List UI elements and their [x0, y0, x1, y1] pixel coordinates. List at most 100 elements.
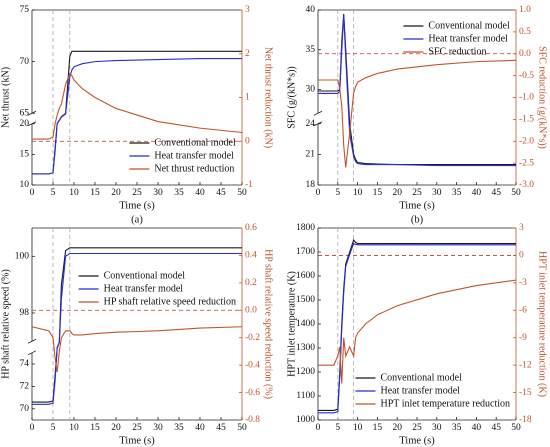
x-tick-label: 15	[373, 188, 383, 198]
legend-label: HP shaft relative speed reduction	[104, 296, 236, 307]
y-axis-title: Net thrust (kN)	[0, 67, 11, 128]
y-axis-title: SFC (g/(kN*s))	[286, 66, 297, 129]
x-tick-label: 25	[412, 188, 422, 198]
x-tick-label: 20	[111, 188, 121, 198]
y2-tick-label: -1.0	[519, 93, 534, 103]
y-tick-label: 1100	[296, 391, 315, 401]
x-tick-label: 25	[132, 423, 142, 433]
x-tick-label: 5	[335, 423, 340, 433]
y2-tick-label: -1	[245, 180, 253, 190]
legend: Conventional model Heat transfer model HP …	[78, 270, 236, 307]
y-tick-label: 100	[15, 252, 30, 262]
y-tick-label: 70	[20, 57, 30, 67]
axis-break	[27, 350, 37, 356]
x-tick-label: 50	[237, 423, 247, 433]
y-tick-label: 1400	[296, 319, 315, 329]
x-tick-label: 30	[153, 423, 163, 433]
y2-axis-title: SFC reduction (g/(kN*s))	[537, 46, 548, 149]
y2-tick-label: 3	[519, 223, 524, 233]
x-tick-label: 10	[69, 188, 79, 198]
y2-tick-label: 3	[245, 5, 250, 15]
y-tick-label: 72	[20, 382, 30, 392]
y2-tick-label: -3.0	[519, 180, 534, 190]
x-tick-label: 35	[174, 188, 184, 198]
x-tick-label: 25	[412, 423, 422, 433]
x-tick-label: 10	[69, 423, 79, 433]
legend-label: Heat transfer model	[154, 150, 234, 161]
y2-tick-label: 0.4	[245, 251, 257, 261]
y-tick-label: 1600	[296, 271, 315, 281]
y2-tick-label: 0	[519, 251, 524, 261]
x-tick-label: 40	[472, 423, 482, 433]
y2-tick-label: 1	[245, 93, 250, 103]
legend-label: Conventional model	[154, 137, 236, 148]
x-tick-label: 5	[51, 188, 56, 198]
x-tick-label: 0	[316, 423, 321, 433]
y2-tick-label: -0.2	[245, 333, 260, 343]
legend: Conventional model Heat transfer model HPT…	[355, 372, 510, 409]
legend: Conventional model Heat transfer model SFC…	[403, 20, 510, 57]
y2-tick-label: 2	[245, 49, 250, 59]
y-tick-label: 20	[20, 119, 30, 129]
y-tick-label: 1800	[296, 223, 315, 233]
y2-tick-label: -2.5	[519, 158, 534, 168]
y-tick-label: 30	[306, 85, 316, 95]
x-tick-label: 30	[432, 423, 442, 433]
y-tick-label: 35	[306, 45, 316, 55]
legend-label: Conventional model	[104, 270, 186, 281]
series-line	[318, 59, 517, 168]
y2-tick-label: -1.5	[519, 115, 534, 125]
x-tick-label: 45	[216, 188, 226, 198]
x-tick-label: 5	[335, 188, 340, 198]
legend-label: Heat transfer model	[381, 385, 461, 396]
y-axis-title: HPT inlet temperature (K)	[286, 271, 297, 377]
x-tick-label: 30	[153, 188, 163, 198]
y2-tick-label: -12	[519, 360, 532, 370]
y2-tick-label: 0	[245, 136, 250, 146]
legend-label: Heat transfer model	[428, 33, 508, 44]
y2-tick-label: 0.6	[245, 223, 257, 233]
x-tick-label: 0	[30, 188, 35, 198]
x-tick-label: 40	[195, 188, 205, 198]
x-tick-label: 35	[174, 423, 184, 433]
y-tick-label: 10	[20, 180, 30, 190]
legend-label: Conventional model	[428, 20, 510, 31]
x-tick-label: 35	[452, 423, 462, 433]
x-tick-label: 15	[373, 423, 383, 433]
y-tick-label: 1300	[296, 343, 315, 353]
y2-tick-label: 0.2	[245, 278, 257, 288]
y2-tick-label: -0.5	[519, 71, 534, 81]
series-line	[31, 326, 243, 373]
y-axis-title: HP shaft relative speed (%)	[0, 269, 11, 379]
series-line	[32, 72, 243, 140]
y-tick-label: 70	[20, 404, 30, 414]
x-tick-label: 15	[90, 423, 100, 433]
y2-tick-label: -18	[519, 415, 532, 425]
x-axis-title: Time (s)	[399, 435, 435, 446]
series-line	[318, 242, 516, 414]
x-tick-label: 50	[511, 423, 521, 433]
x-tick-label: 40	[472, 188, 482, 198]
x-tick-label: 5	[51, 423, 56, 433]
y-tick-label: 1500	[296, 295, 315, 305]
y2-tick-label: 0.0	[519, 49, 531, 59]
y2-axis-title: HPT inlet temperature reduction (K)	[537, 251, 548, 397]
legend: Conventional model Heat transfer model Net…	[129, 137, 236, 174]
legend-label: Heat transfer model	[104, 283, 184, 294]
y2-axis-title: HP shaft relative speed reduction (%)	[263, 249, 274, 399]
x-tick-label: 0	[30, 423, 35, 433]
y-tick-label: 1000	[296, 415, 315, 425]
x-axis-title: Time (s)	[399, 200, 435, 211]
y2-tick-label: -15	[519, 388, 532, 398]
x-tick-label: 0	[316, 188, 321, 198]
y2-tick-label: -3	[519, 278, 527, 288]
y2-tick-label: -0.6	[245, 388, 260, 398]
y-tick-label: 21	[306, 150, 316, 160]
panel-label: (a)	[131, 214, 143, 225]
y-tick-label: 98	[20, 308, 30, 318]
y-tick-label: 1700	[296, 247, 315, 257]
series-line	[318, 279, 517, 384]
series-line	[32, 57, 242, 175]
y-tick-label: 1200	[296, 367, 315, 377]
